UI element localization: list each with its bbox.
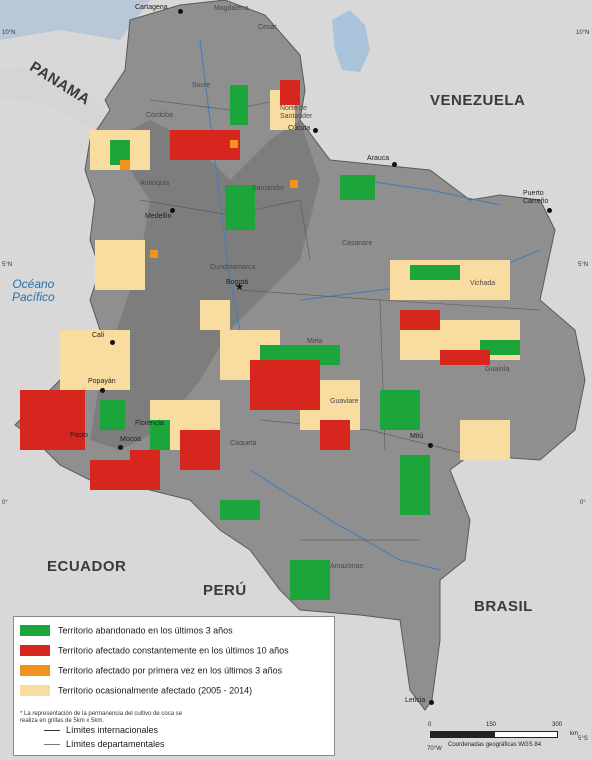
dept-label: Meta <box>307 338 323 345</box>
dept-label: Norte de Santander <box>280 105 313 120</box>
coord-label: 5°N <box>578 262 589 268</box>
scale-segment <box>430 731 494 738</box>
city-label: Florencia <box>135 420 164 427</box>
legend-label: Territorio ocasionalmente afectado (2005… <box>58 685 253 696</box>
dept-label: Guainía <box>485 366 510 373</box>
city-label: Cúcuta <box>288 125 311 132</box>
city-label: Mitú <box>410 433 424 440</box>
legend-swatch-green <box>20 625 50 637</box>
legend-item: Territorio ocasionalmente afectado (2005… <box>20 685 252 699</box>
coord-label: 0° <box>2 500 8 506</box>
scale-crs: Coordenadas geográficas WGS 84 <box>448 742 542 748</box>
city-marker <box>110 340 115 345</box>
scale-tick: 300 <box>552 722 563 728</box>
lake-maracaibo <box>332 10 370 72</box>
andes-relief <box>90 120 320 450</box>
city-marker <box>100 388 105 393</box>
country-label-peru: PERÚ <box>203 582 247 599</box>
coord-label: 5°N <box>2 262 13 268</box>
ocean-label-line-1: Océano <box>12 277 55 291</box>
city-marker <box>429 700 434 705</box>
dept-label: Córdoba <box>146 112 173 119</box>
city-label: Medellín <box>145 213 172 220</box>
coca-new-areas <box>120 140 298 258</box>
dept-label: Santander <box>252 185 285 192</box>
legend-label: Territorio afectado por primera vez en l… <box>58 665 283 676</box>
legend-item: Territorio abandonado en los últimos 3 a… <box>20 625 233 639</box>
city-label: Mocoa <box>120 436 142 443</box>
coord-label: 0° <box>580 500 586 506</box>
dept-label: Caquetá <box>230 440 257 447</box>
line-swatch <box>44 730 60 732</box>
capital-star-icon: ★ <box>235 282 244 293</box>
map-legend: Territorio abandonado en los últimos 3 a… <box>13 616 335 756</box>
ocean-label: Océano Pacífico <box>12 278 55 304</box>
dept-label: Amazonas <box>330 563 364 570</box>
scale-tick: 0 <box>428 722 432 728</box>
city-label: Puerto Carreño <box>523 190 549 205</box>
legend-swatch-orange <box>20 665 50 677</box>
dept-label: Magdalena <box>214 5 249 12</box>
legend-label: Territorio afectado constantemente en lo… <box>58 645 289 656</box>
coord-label: 70°W <box>427 746 442 752</box>
city-label: Leticia <box>405 697 426 704</box>
dept-label: Guaviare <box>330 398 359 405</box>
legend-line-item: Límites departamentales <box>44 739 165 749</box>
dept-label: Vichada <box>470 280 496 287</box>
city-marker <box>170 208 175 213</box>
dept-label: Casanare <box>342 240 373 247</box>
city-marker <box>547 208 552 213</box>
city-marker <box>178 9 183 14</box>
legend-note: * La representación de la permanencia de… <box>20 711 183 724</box>
city-label: Arauca <box>367 155 390 162</box>
city-label: Popayán <box>88 378 116 385</box>
panama-land <box>0 65 105 130</box>
scale-segment <box>494 731 558 738</box>
country-label-venezuela: VENEZUELA <box>430 92 526 109</box>
ocean-label-line-2: Pacífico <box>12 290 55 304</box>
dept-label: Cesar <box>258 24 277 31</box>
legend-item: Territorio afectado constantemente en lo… <box>20 645 289 659</box>
legend-line-label: Límites internacionales <box>66 725 159 735</box>
legend-swatch-yellow <box>20 685 50 697</box>
coca-constant-areas <box>20 80 490 490</box>
scale-unit: km <box>570 731 578 737</box>
dept-label: Cundinamarca <box>210 264 256 271</box>
coord-label: 10°N <box>576 30 590 36</box>
scale-tick: 150 <box>486 722 497 728</box>
dept-label: Antioquia <box>140 180 170 187</box>
country-label-brasil: BRASIL <box>474 598 533 615</box>
coord-label: 10°N <box>2 30 16 36</box>
dept-label: Sucre <box>192 82 211 89</box>
line-swatch <box>44 744 60 746</box>
legend-label: Territorio abandonado en los últimos 3 a… <box>58 625 233 636</box>
legend-item: Territorio afectado por primera vez en l… <box>20 665 282 679</box>
city-label: Pasto <box>70 432 88 439</box>
scale-bar: 0 150 300 km Coordenadas geográficas WGS… <box>428 722 588 752</box>
legend-swatch-red <box>20 645 50 657</box>
city-marker <box>118 445 123 450</box>
city-label: Cali <box>92 332 105 339</box>
city-marker <box>392 162 397 167</box>
city-marker <box>428 443 433 448</box>
country-label-ecuador: ECUADOR <box>47 558 127 575</box>
legend-line-label: Límites departamentales <box>66 739 165 749</box>
city-marker <box>313 128 318 133</box>
coord-label: 5°S <box>578 736 588 742</box>
city-label: Bogotá <box>226 279 249 286</box>
legend-line-item: Límites internacionales <box>44 725 158 735</box>
city-label: Cartagena <box>135 4 168 11</box>
